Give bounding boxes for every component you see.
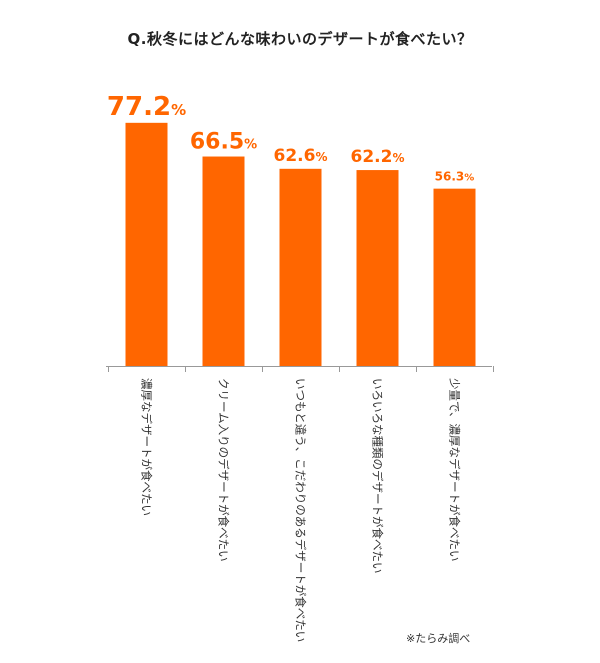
category-label: 濃厚なデザートが食べたい [140,378,154,516]
data-label: 77.2% [107,92,186,122]
data-label: 62.6% [274,146,328,166]
data-label: 66.5% [190,130,257,155]
category-label: いつもと違う、こだわりのあるデザートが食べたい [294,378,308,642]
category-label: 少量で、濃厚なデザートが食べたい [448,378,462,562]
chart-title: Q.秋冬にはどんな味わいのデザートが食べたい？ [127,30,473,48]
category-label: いろいろな種類のデザートが食べたい [371,378,385,574]
bar [202,156,245,366]
bar [356,170,399,366]
bar [125,122,168,366]
data-label: 62.2% [351,147,405,167]
bar [433,188,476,366]
bar [279,168,322,366]
source-note: ※たらみ調べ [406,632,471,645]
data-label: 56.3% [435,170,475,184]
category-label: クリーム入りのデザートが食べたい [217,378,231,562]
